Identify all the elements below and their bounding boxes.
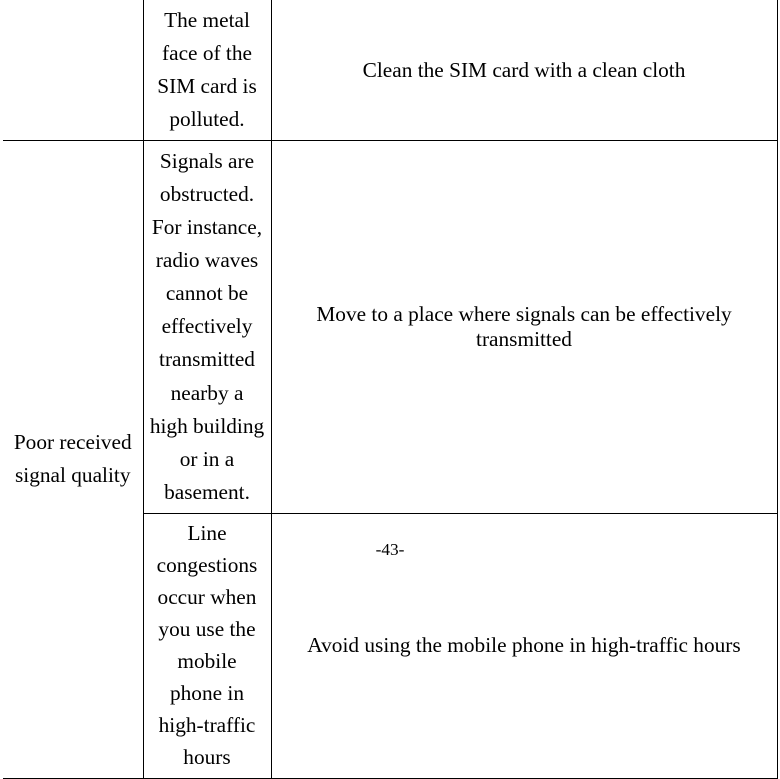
cell-problem: Poor received signal quality xyxy=(3,141,143,778)
table-row: The metal face of the SIM card is pollut… xyxy=(3,0,777,141)
cell-solution: Clean the SIM card with a clean cloth xyxy=(271,0,777,141)
cell-cause: Signals are obstructed. For instance, ra… xyxy=(143,141,271,514)
cell-solution: Move to a place where signals can be eff… xyxy=(271,141,777,514)
troubleshooting-table: The metal face of the SIM card is pollut… xyxy=(3,0,778,779)
page-number: -43- xyxy=(0,540,780,560)
table-row: Poor received signal quality Signals are… xyxy=(3,141,777,514)
cell-problem xyxy=(3,0,143,141)
cell-cause: The metal face of the SIM card is pollut… xyxy=(143,0,271,141)
